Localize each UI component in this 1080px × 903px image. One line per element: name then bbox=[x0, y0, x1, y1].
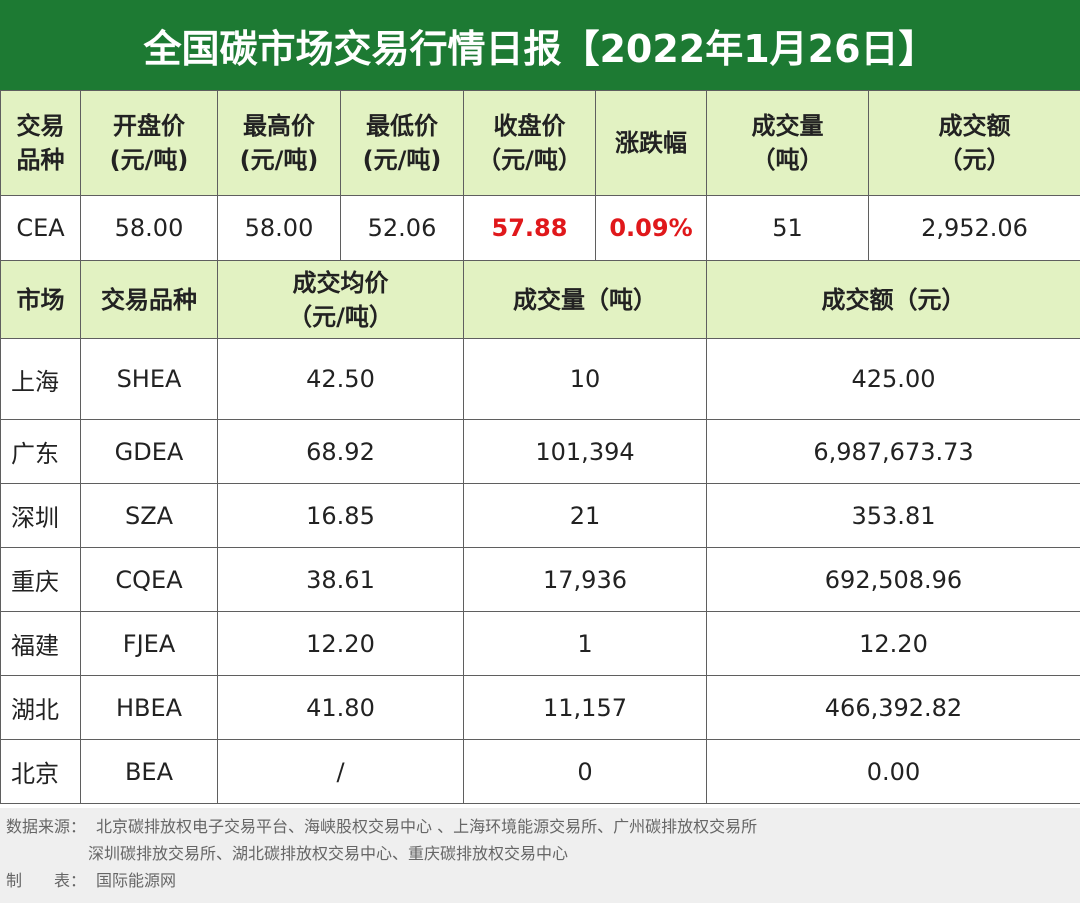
market-name: 上海 bbox=[0, 338, 81, 420]
header-market: 市场 bbox=[0, 260, 81, 339]
national-market-table: 交易 品种 开盘价 (元/吨) 最高价 (元/吨) 最低价 (元/吨) 收盘价 （元/吨）… bbox=[0, 90, 1080, 261]
market-volume: 0 bbox=[463, 739, 707, 804]
market-variety: GDEA bbox=[80, 419, 218, 484]
market-amount: 6,987,673.73 bbox=[706, 419, 1080, 484]
maker-label: 制 表： bbox=[6, 871, 87, 890]
header-change: 涨跌幅 bbox=[595, 90, 707, 196]
source-line-2: 深圳碳排放交易所、湖北碳排放权交易中心、重庆碳排放权交易中心 bbox=[88, 844, 569, 863]
market-amount: 12.20 bbox=[706, 611, 1080, 676]
cea-low: 52.06 bbox=[340, 195, 464, 261]
market-avg-price: 12.20 bbox=[217, 611, 464, 676]
header-regional-variety: 交易品种 bbox=[80, 260, 218, 339]
table-row: 上海 SHEA 42.50 10 425.00 bbox=[0, 338, 1080, 420]
header-volume: 成交量 （吨） bbox=[706, 90, 869, 196]
market-amount: 0.00 bbox=[706, 739, 1080, 804]
header-open: 开盘价 (元/吨) bbox=[80, 90, 218, 196]
market-name: 北京 bbox=[0, 739, 81, 804]
market-name: 福建 bbox=[0, 611, 81, 676]
header-regional-amount: 成交额（元） bbox=[706, 260, 1080, 339]
cea-high: 58.00 bbox=[217, 195, 341, 261]
cea-variety: CEA bbox=[0, 195, 81, 261]
market-amount: 353.81 bbox=[706, 483, 1080, 548]
table-row: 湖北 HBEA 41.80 11,157 466,392.82 bbox=[0, 675, 1080, 740]
market-volume: 11,157 bbox=[463, 675, 707, 740]
market-name: 深圳 bbox=[0, 483, 81, 548]
source-footer: 数据来源： 北京碳排放权电子交易平台、海峡股权交易中心 、上海环境能源交易所、广… bbox=[0, 808, 1080, 903]
market-avg-price: 68.92 bbox=[217, 419, 464, 484]
header-avg-price: 成交均价 （元/吨） bbox=[217, 260, 464, 339]
market-avg-price: 42.50 bbox=[217, 338, 464, 420]
market-variety: SZA bbox=[80, 483, 218, 548]
market-variety: FJEA bbox=[80, 611, 218, 676]
header-regional-volume: 成交量（吨） bbox=[463, 260, 707, 339]
market-avg-price: 41.80 bbox=[217, 675, 464, 740]
table-row: 深圳 SZA 16.85 21 353.81 bbox=[0, 483, 1080, 548]
source-line-1: 北京碳排放权电子交易平台、海峡股权交易中心 、上海环境能源交易所、广州碳排放权交… bbox=[96, 817, 758, 836]
national-data-row: CEA 58.00 58.00 52.06 57.88 0.09% 51 2,9… bbox=[0, 195, 1080, 261]
market-avg-price: 38.61 bbox=[217, 547, 464, 612]
header-high: 最高价 (元/吨) bbox=[217, 90, 341, 196]
cea-open: 58.00 bbox=[80, 195, 218, 261]
market-volume: 1 bbox=[463, 611, 707, 676]
market-name: 广东 bbox=[0, 419, 81, 484]
header-close: 收盘价 （元/吨） bbox=[463, 90, 596, 196]
market-variety: CQEA bbox=[80, 547, 218, 612]
cea-change: 0.09% bbox=[595, 195, 707, 261]
market-volume: 101,394 bbox=[463, 419, 707, 484]
report-title: 全国碳市场交易行情日报【2022年1月26日】 bbox=[0, 0, 1080, 90]
table-row: 重庆 CQEA 38.61 17,936 692,508.96 bbox=[0, 547, 1080, 612]
market-name: 重庆 bbox=[0, 547, 81, 612]
market-variety: BEA bbox=[80, 739, 218, 804]
market-volume: 17,936 bbox=[463, 547, 707, 612]
header-low: 最低价 (元/吨) bbox=[340, 90, 464, 196]
market-avg-price: 16.85 bbox=[217, 483, 464, 548]
table-row: 北京 BEA / 0 0.00 bbox=[0, 739, 1080, 804]
table-row: 广东 GDEA 68.92 101,394 6,987,673.73 bbox=[0, 419, 1080, 484]
market-amount: 466,392.82 bbox=[706, 675, 1080, 740]
regional-market-table: 市场 交易品种 成交均价 （元/吨） 成交量（吨） 成交额（元） 上海 SHEA … bbox=[0, 260, 1080, 804]
source-label: 数据来源： bbox=[6, 817, 87, 836]
market-amount: 692,508.96 bbox=[706, 547, 1080, 612]
cea-volume: 51 bbox=[706, 195, 869, 261]
market-volume: 10 bbox=[463, 338, 707, 420]
market-variety: HBEA bbox=[80, 675, 218, 740]
header-amount: 成交额 （元） bbox=[868, 90, 1080, 196]
cea-amount: 2,952.06 bbox=[868, 195, 1080, 261]
national-header-row: 交易 品种 开盘价 (元/吨) 最高价 (元/吨) 最低价 (元/吨) 收盘价 （元/吨）… bbox=[0, 90, 1080, 196]
market-avg-price: / bbox=[217, 739, 464, 804]
header-variety: 交易 品种 bbox=[0, 90, 81, 196]
market-volume: 21 bbox=[463, 483, 707, 548]
regional-header-row: 市场 交易品种 成交均价 （元/吨） 成交量（吨） 成交额（元） bbox=[0, 260, 1080, 339]
market-name: 湖北 bbox=[0, 675, 81, 740]
cea-close: 57.88 bbox=[463, 195, 596, 261]
maker-name: 国际能源网 bbox=[96, 871, 177, 890]
market-variety: SHEA bbox=[80, 338, 218, 420]
table-row: 福建 FJEA 12.20 1 12.20 bbox=[0, 611, 1080, 676]
market-amount: 425.00 bbox=[706, 338, 1080, 420]
